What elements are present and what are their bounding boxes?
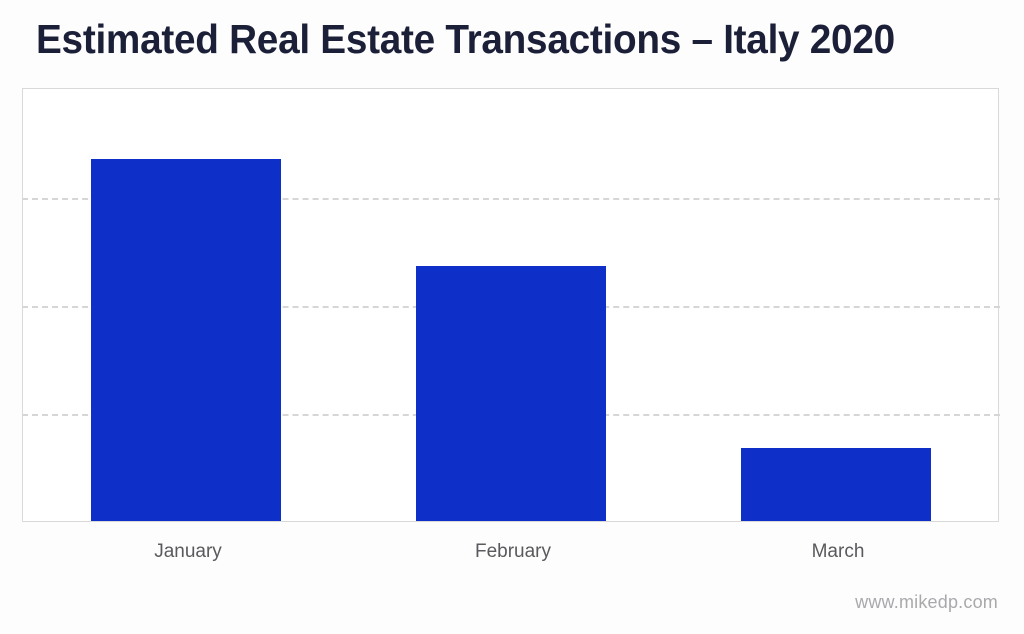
gridline (22, 198, 1000, 200)
chart-title: Estimated Real Estate Transactions – Ita… (36, 16, 895, 62)
watermark-url: www.mikedp.com (855, 592, 998, 612)
plot-area (22, 88, 1000, 522)
category-label-march: March (811, 541, 865, 562)
category-label-january: January (154, 541, 222, 562)
category-label-february: February (474, 541, 552, 562)
bar-february[interactable] (416, 266, 606, 521)
bar-january[interactable] (91, 159, 281, 521)
bar-march[interactable] (741, 448, 931, 521)
